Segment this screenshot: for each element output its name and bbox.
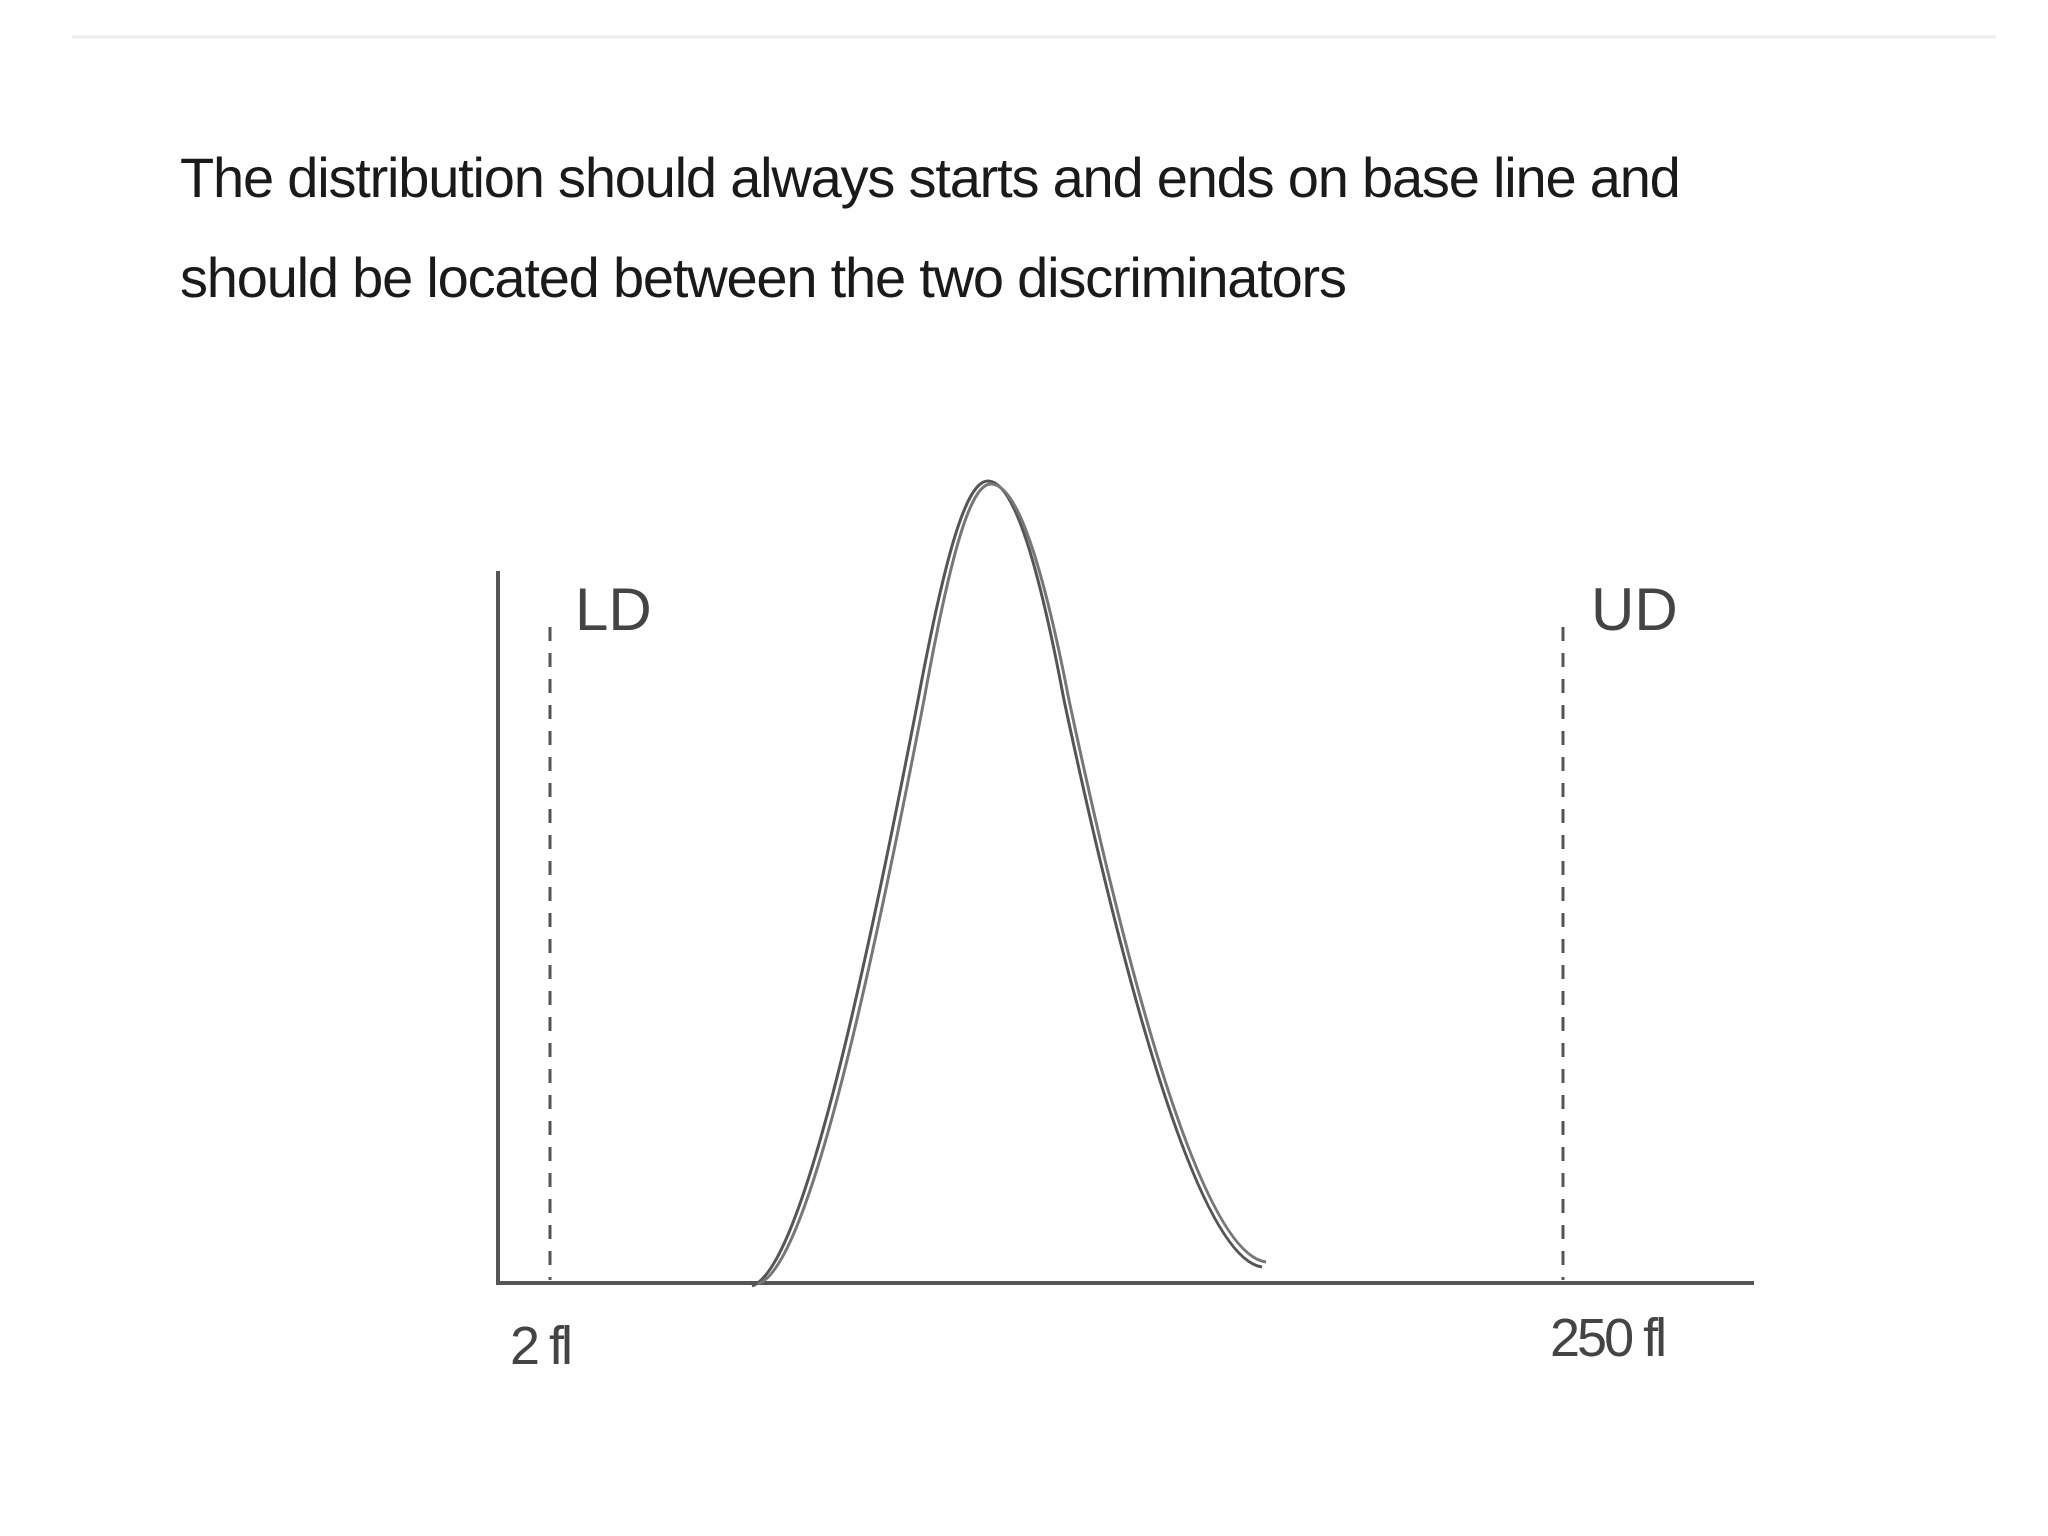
heading: The distribution should always starts an… xyxy=(180,128,1681,328)
distribution-curve xyxy=(757,482,1267,1286)
lower-label: LD xyxy=(575,576,652,643)
distribution-curve xyxy=(751,479,1263,1288)
lower-tick-label: 2 fl xyxy=(510,1316,570,1376)
upper-tick-label: 250 fl xyxy=(1550,1308,1664,1368)
heading-line: The distribution should always starts an… xyxy=(180,146,1681,209)
heading-line: should be located between the two discri… xyxy=(180,246,1347,309)
upper-label: UD xyxy=(1591,576,1678,643)
